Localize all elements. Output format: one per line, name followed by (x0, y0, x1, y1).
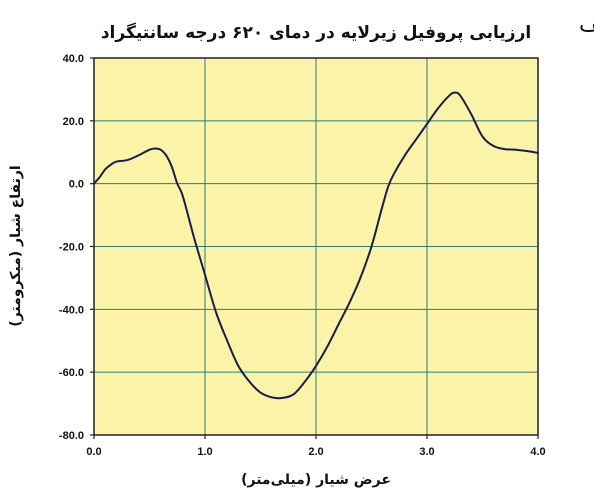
chart-title: ارزیابی پروفیل زیرلایه در دمای ۶۲۰ درجه … (101, 22, 531, 43)
x-axis-label: عرض شیار (میلی‌متر) (241, 472, 391, 488)
x-tick-label: 0.0 (86, 446, 101, 458)
x-tick-label: 4.0 (530, 446, 545, 458)
y-axis-label: ارتفاع شیار (میکرومتر) (8, 165, 24, 326)
axis-ticks (90, 57, 539, 439)
plot-frame (93, 57, 539, 436)
y-tick-label: 0.0 (69, 179, 84, 191)
data-line (93, 91, 539, 400)
y-tick-label: -40.0 (59, 304, 84, 316)
y-tick-label: -80.0 (59, 430, 84, 442)
y-tick-label: 20.0 (63, 116, 84, 128)
x-tick-label: 1.0 (197, 446, 212, 458)
x-tick-label: 2.0 (308, 446, 323, 458)
x-tick-labels: 0.0 1.0 2.0 3.0 4.0 (86, 446, 545, 458)
y-tick-label: 40.0 (63, 53, 84, 65)
panel-label: الف (579, 12, 594, 37)
y-tick-labels: 40.0 20.0 0.0 -20.0 -40.0 -60.0 -80.0 (59, 53, 84, 442)
y-tick-label: -60.0 (59, 367, 84, 379)
y-tick-label: -20.0 (59, 242, 84, 254)
gridlines (94, 58, 538, 435)
x-tick-label: 3.0 (419, 446, 434, 458)
